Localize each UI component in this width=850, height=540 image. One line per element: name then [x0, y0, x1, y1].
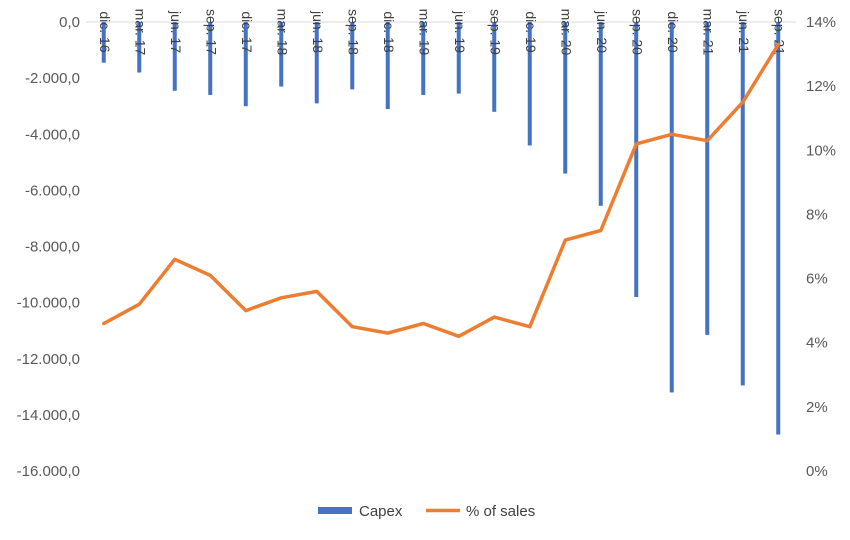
capex-bar — [172, 22, 177, 91]
capex-bar — [776, 22, 781, 435]
category-label: jun. 20 — [594, 10, 610, 53]
category-label: mar. 20 — [559, 9, 575, 56]
left-axis: 0,0 -2.000,0 -4.000,0 -6.000,0 -8.000,0 -10.0… — [17, 14, 80, 480]
left-tick-label: -12.000,0 — [17, 351, 80, 368]
capex-bar — [208, 22, 213, 95]
right-tick-label: 6% — [806, 271, 828, 288]
capex-bar — [350, 22, 355, 90]
capex-bar — [456, 22, 461, 94]
category-label: sep. 21 — [772, 9, 788, 55]
capex-bar — [101, 22, 106, 63]
right-tick-label: 10% — [806, 142, 836, 159]
right-axis: 14% 12% 10% 8% 6% 4% 2% 0% — [806, 14, 836, 480]
capex-bar — [314, 22, 319, 104]
capex-bar — [243, 22, 248, 107]
category-label: mar. 18 — [275, 9, 291, 56]
category-label: dic. 16 — [97, 11, 113, 52]
capex-bar — [634, 22, 639, 298]
right-tick-label: 8% — [806, 206, 828, 223]
capex-bar — [421, 22, 426, 95]
right-tick-label: 14% — [806, 14, 836, 31]
capex-bar — [385, 22, 390, 109]
legend-capex-swatch — [318, 507, 352, 514]
category-label: jun. 17 — [168, 10, 184, 53]
left-tick-label: -10.000,0 — [17, 295, 80, 312]
legend-pct-label: % of sales — [466, 503, 535, 520]
left-tick-label: -14.000,0 — [17, 407, 80, 424]
category-label: dic. 20 — [665, 11, 681, 52]
category-label: sep. 17 — [204, 9, 220, 55]
category-labels: dic. 16 mar. 17 jun. 17 sep. 17 dic. 17 mar. … — [97, 9, 788, 56]
capex-bar — [669, 22, 674, 393]
category-label: dic. 18 — [381, 11, 397, 52]
capex-bar — [563, 22, 568, 174]
left-tick-label: -4.000,0 — [25, 126, 80, 143]
capex-bars — [101, 22, 781, 435]
capex-bar — [279, 22, 284, 87]
capex-bar — [492, 22, 497, 112]
right-tick-label: 4% — [806, 335, 828, 352]
category-label: mar. 17 — [133, 9, 149, 56]
category-label: jun. 19 — [452, 10, 468, 53]
left-tick-label: -6.000,0 — [25, 182, 80, 199]
pct-of-sales-line — [102, 42, 781, 339]
category-label: sep. 18 — [346, 9, 362, 55]
capex-bar — [598, 22, 603, 206]
capex-bar — [527, 22, 532, 146]
category-label: sep. 20 — [630, 9, 646, 55]
capex-bar — [740, 22, 745, 386]
category-label: dic. 17 — [239, 11, 255, 52]
left-tick-label: -2.000,0 — [25, 70, 80, 87]
right-tick-label: 0% — [806, 463, 828, 480]
right-tick-label: 12% — [806, 78, 836, 95]
legend: Capex % of sales — [318, 503, 535, 520]
capex-bar — [705, 22, 710, 335]
category-label: jun. 21 — [736, 10, 752, 53]
category-label: sep. 19 — [488, 9, 504, 55]
category-label: mar. 19 — [417, 9, 433, 56]
category-label: dic. 19 — [523, 11, 539, 52]
category-label: jun. 18 — [310, 10, 326, 53]
left-tick-label: -16.000,0 — [17, 463, 80, 480]
left-tick-label: -8.000,0 — [25, 239, 80, 256]
legend-capex-label: Capex — [359, 503, 403, 520]
category-label: mar. 21 — [701, 9, 717, 56]
right-tick-label: 2% — [806, 399, 828, 416]
left-tick-label: 0,0 — [59, 14, 80, 31]
capex-bar — [137, 22, 142, 73]
